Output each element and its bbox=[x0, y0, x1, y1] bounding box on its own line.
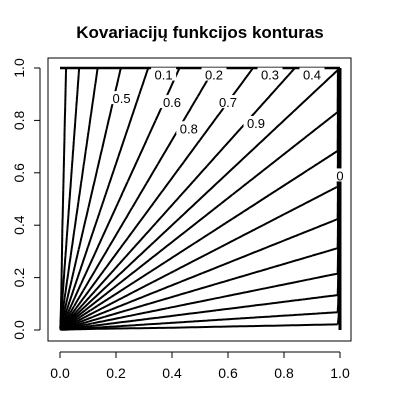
contour-lines bbox=[59, 66, 342, 331]
contour-label: 0.7 bbox=[219, 95, 237, 110]
y-tick-label: 0.4 bbox=[11, 215, 27, 235]
x-tick-label: 0.2 bbox=[106, 365, 126, 381]
contour-label-bg bbox=[334, 168, 346, 182]
contour-label-bg bbox=[151, 67, 177, 81]
y-tick-label: 0.6 bbox=[11, 163, 27, 183]
y-axis: 0.0 0.2 0.4 0.6 0.8 1.0 bbox=[11, 58, 41, 340]
contour-label: 0.4 bbox=[303, 68, 321, 83]
contour-label-bg bbox=[243, 116, 269, 130]
contour-label: 0.3 bbox=[261, 68, 279, 83]
plot-frame bbox=[47, 57, 352, 342]
contour-label: 0.8 bbox=[180, 121, 198, 136]
y-tick-label: 1.0 bbox=[11, 58, 27, 78]
contour-label-bg bbox=[109, 91, 135, 105]
x-axis: 0.0 0.2 0.4 0.6 0.8 1.0 bbox=[50, 351, 350, 381]
contour-label: 0.6 bbox=[163, 95, 181, 110]
x-tick-label: 0.0 bbox=[50, 365, 70, 381]
y-tick-label: 0.0 bbox=[11, 320, 27, 340]
y-tick-label: 0.2 bbox=[11, 268, 27, 288]
contour-label-bg bbox=[159, 95, 185, 109]
x-tick-label: 0.4 bbox=[162, 365, 182, 381]
contour-label-bg bbox=[299, 67, 325, 81]
contour-line-1 bbox=[59, 69, 339, 331]
contour-label-bg bbox=[176, 121, 202, 135]
contour-label: 0 bbox=[336, 168, 343, 183]
contour-label: 0.5 bbox=[113, 91, 131, 106]
x-tick-label: 0.8 bbox=[274, 365, 294, 381]
y-tick-label: 0.8 bbox=[11, 110, 27, 130]
contour-label-bg bbox=[257, 67, 283, 81]
contour-label-bg bbox=[201, 67, 227, 81]
contour-label: 0.2 bbox=[205, 68, 223, 83]
x-tick-label: 1.0 bbox=[330, 365, 350, 381]
x-tick-label: 0.6 bbox=[218, 365, 238, 381]
contour-label: 0.9 bbox=[247, 116, 265, 131]
chart-title: Kovariacijų funkcijos konturas bbox=[76, 23, 324, 42]
contour-labels: 0.1 0.2 0.3 0.4 0.5 0.6 0.7 0.8 0.9 0 bbox=[109, 67, 346, 183]
contour-label-bg bbox=[215, 95, 241, 109]
contour-label: 0.1 bbox=[155, 68, 173, 83]
